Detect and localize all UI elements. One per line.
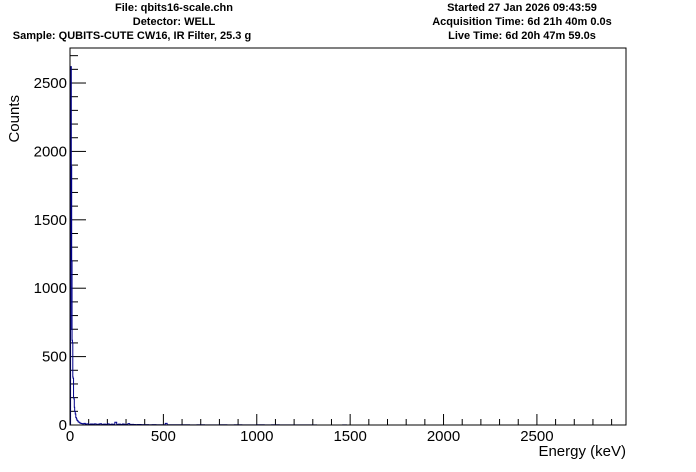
x-axis-label: Energy (keV) <box>538 443 626 460</box>
file-label: File: qbits16-scale.chn <box>115 2 233 14</box>
spectrum-series-line <box>70 66 626 426</box>
sample-label: Sample: QUBITS-CUTE CW16, IR Filter, 25.… <box>12 30 252 42</box>
x-tick-label: 2500 <box>520 428 553 445</box>
x-tick-label: 1500 <box>333 428 366 445</box>
y-tick-label: 500 <box>42 349 67 366</box>
started-label: Started 27 Jan 2026 09:43:59 <box>447 2 597 14</box>
x-tick-label: 2000 <box>427 428 460 445</box>
y-tick-label: 1000 <box>34 280 67 297</box>
detector-label: Detector: WELL <box>132 16 216 28</box>
y-tick-label: 2500 <box>34 75 67 92</box>
plot-frame <box>69 47 627 426</box>
y-axis-label: Counts <box>6 95 23 143</box>
x-tick-label: 0 <box>66 428 74 445</box>
y-tick-label: 2000 <box>34 143 67 160</box>
y-tick-label: 0 <box>59 417 67 434</box>
x-tick-label: 1000 <box>240 428 273 445</box>
y-tick-label: 1500 <box>34 212 67 229</box>
live-time-label: Live Time: 6d 20h 47m 59.0s <box>448 30 596 42</box>
x-tick-label: 500 <box>151 428 176 445</box>
acquisition-time-label: Acquisition Time: 6d 21h 40m 0.0s <box>432 16 612 28</box>
